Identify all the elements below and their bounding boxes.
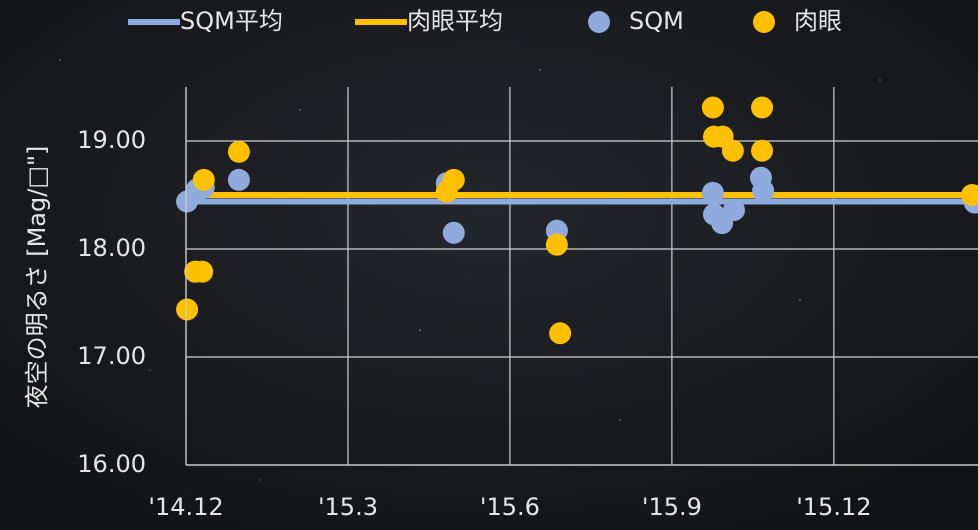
y-tick-label: 19.00 — [77, 126, 146, 154]
point — [442, 221, 465, 244]
x-tick-label: '15.6 — [480, 493, 540, 521]
y-tick-label: 16.00 — [77, 450, 146, 478]
x-tick-label: '14.12 — [148, 493, 223, 521]
point — [227, 140, 250, 163]
point — [176, 298, 199, 321]
point — [227, 168, 250, 191]
x-tick-label: '15.12 — [796, 493, 871, 521]
point — [961, 184, 978, 206]
point — [751, 96, 774, 119]
legend-swatch — [753, 11, 775, 33]
point — [751, 139, 774, 162]
point — [545, 233, 568, 256]
point — [701, 181, 724, 204]
legend-label: 肉眼 — [794, 7, 842, 35]
x-tick-label: '15.3 — [318, 493, 378, 521]
y-axis-label: 夜空の明るさ [Mag/□"] — [23, 146, 51, 409]
legend-label: SQM平均 — [180, 7, 283, 35]
point — [701, 96, 724, 119]
legend-swatch — [588, 11, 610, 33]
legend-label: 肉眼平均 — [407, 7, 503, 35]
y-tick-label: 18.00 — [77, 234, 146, 262]
point — [722, 199, 745, 222]
point — [721, 139, 744, 162]
stars — [59, 59, 881, 481]
x-tick-label: '15.9 — [642, 493, 702, 521]
legend-label: SQM — [629, 7, 684, 35]
point — [442, 168, 465, 191]
y-tick-label: 17.00 — [77, 342, 146, 370]
point — [191, 260, 214, 283]
point — [192, 168, 215, 191]
point — [752, 179, 775, 202]
point — [549, 322, 572, 345]
